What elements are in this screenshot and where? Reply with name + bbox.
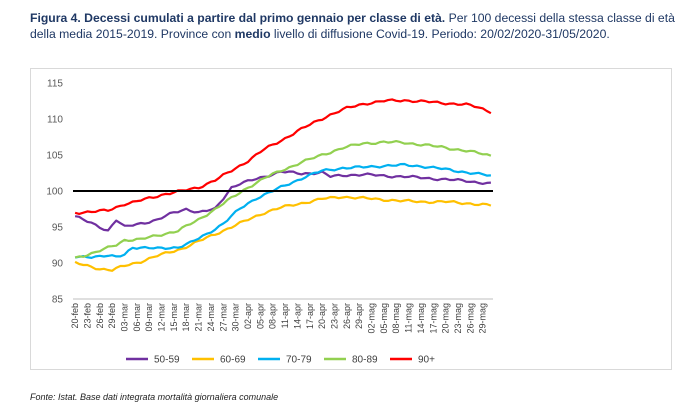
x-tick-label: 30-mar xyxy=(231,303,241,332)
x-tick-label: 05-apr xyxy=(255,303,265,329)
x-tick-label: 15-mar xyxy=(169,303,179,332)
x-tick-label: 17-mag xyxy=(428,303,438,334)
x-tick-label: 12-mar xyxy=(157,303,167,332)
x-tick-label: 29-feb xyxy=(107,303,117,329)
x-tick-label: 23-feb xyxy=(82,303,92,329)
chart-area: 85 90 95 100 105 110 115 20-feb 23-feb 26-feb 29-f… xyxy=(30,68,672,370)
caption-text-2: livello di diffusione Covid-19. Periodo:… xyxy=(270,26,610,41)
x-tick-label: 26-apr xyxy=(342,303,352,329)
y-tick-label: 100 xyxy=(46,187,63,198)
x-tick-label: 23-mag xyxy=(453,303,463,334)
x-tick-label: 20-feb xyxy=(70,303,80,329)
source-note: Fonte: Istat. Base dati integrata mortal… xyxy=(30,392,279,402)
x-tick-label: 29-apr xyxy=(354,303,364,329)
x-tick-label: 09-mar xyxy=(144,303,154,332)
y-tick-label: 115 xyxy=(47,79,63,90)
caption-text-1: Per 100 decessi della stessa classe di e… xyxy=(30,11,675,41)
x-tick-label: 26-feb xyxy=(95,303,105,329)
legend-label: 80-89 xyxy=(352,355,378,366)
legend-label: 60-69 xyxy=(220,355,246,366)
x-tick-label: 02-mag xyxy=(367,303,377,334)
y-tick-label: 110 xyxy=(47,115,63,126)
x-tick-label: 23-apr xyxy=(329,303,339,329)
x-tick-label: 11-apr xyxy=(280,303,290,328)
line-chart: 85 90 95 100 105 110 115 20-feb 23-feb 26-feb 29-f… xyxy=(46,79,493,366)
series-line-80-89 xyxy=(74,139,492,259)
caption-bold-word: medio xyxy=(234,26,271,41)
x-tick-label: 18-mar xyxy=(181,303,191,332)
y-tick-label: 105 xyxy=(46,151,63,162)
x-tick-label: 11-mag xyxy=(404,303,414,333)
x-tick-label: 08-mag xyxy=(391,303,401,334)
x-tick-label: 06-mar xyxy=(132,303,142,332)
x-tick-label: 29-mag xyxy=(478,303,488,334)
x-tick-label: 14-apr xyxy=(292,303,302,329)
series-line-90+ xyxy=(74,98,492,215)
x-tick-label: 20-mag xyxy=(441,303,451,334)
x-tick-label: 17-apr xyxy=(305,303,315,329)
series-line-60-69 xyxy=(74,195,492,272)
x-tick-label: 05-mag xyxy=(379,303,389,334)
legend-label: 70-79 xyxy=(286,355,312,366)
figure-label: Figura 4. Decessi cumulati a partire dal… xyxy=(30,11,446,25)
y-tick-label: 95 xyxy=(52,223,64,234)
series-line-50-59 xyxy=(74,170,491,232)
legend-label: 90+ xyxy=(418,355,435,366)
x-tick-label: 14-mag xyxy=(416,303,426,334)
x-tick-label: 20-apr xyxy=(317,303,327,329)
x-tick-label: 24-mar xyxy=(206,303,216,332)
x-tick-label: 08-apr xyxy=(268,303,278,329)
x-tick-label: 26-mag xyxy=(465,303,475,334)
x-tick-label: 02-apr xyxy=(243,303,253,329)
x-tick-label: 27-mar xyxy=(218,303,228,332)
figure-caption: Figura 4. Decessi cumulati a partire dal… xyxy=(30,11,680,42)
y-tick-label: 85 xyxy=(52,295,64,306)
legend-label: 50-59 xyxy=(154,355,180,366)
series-line-70-79 xyxy=(74,162,491,259)
y-tick-label: 90 xyxy=(52,259,64,270)
x-tick-label: 03-mar xyxy=(119,303,129,332)
x-tick-label: 21-mar xyxy=(194,303,204,332)
